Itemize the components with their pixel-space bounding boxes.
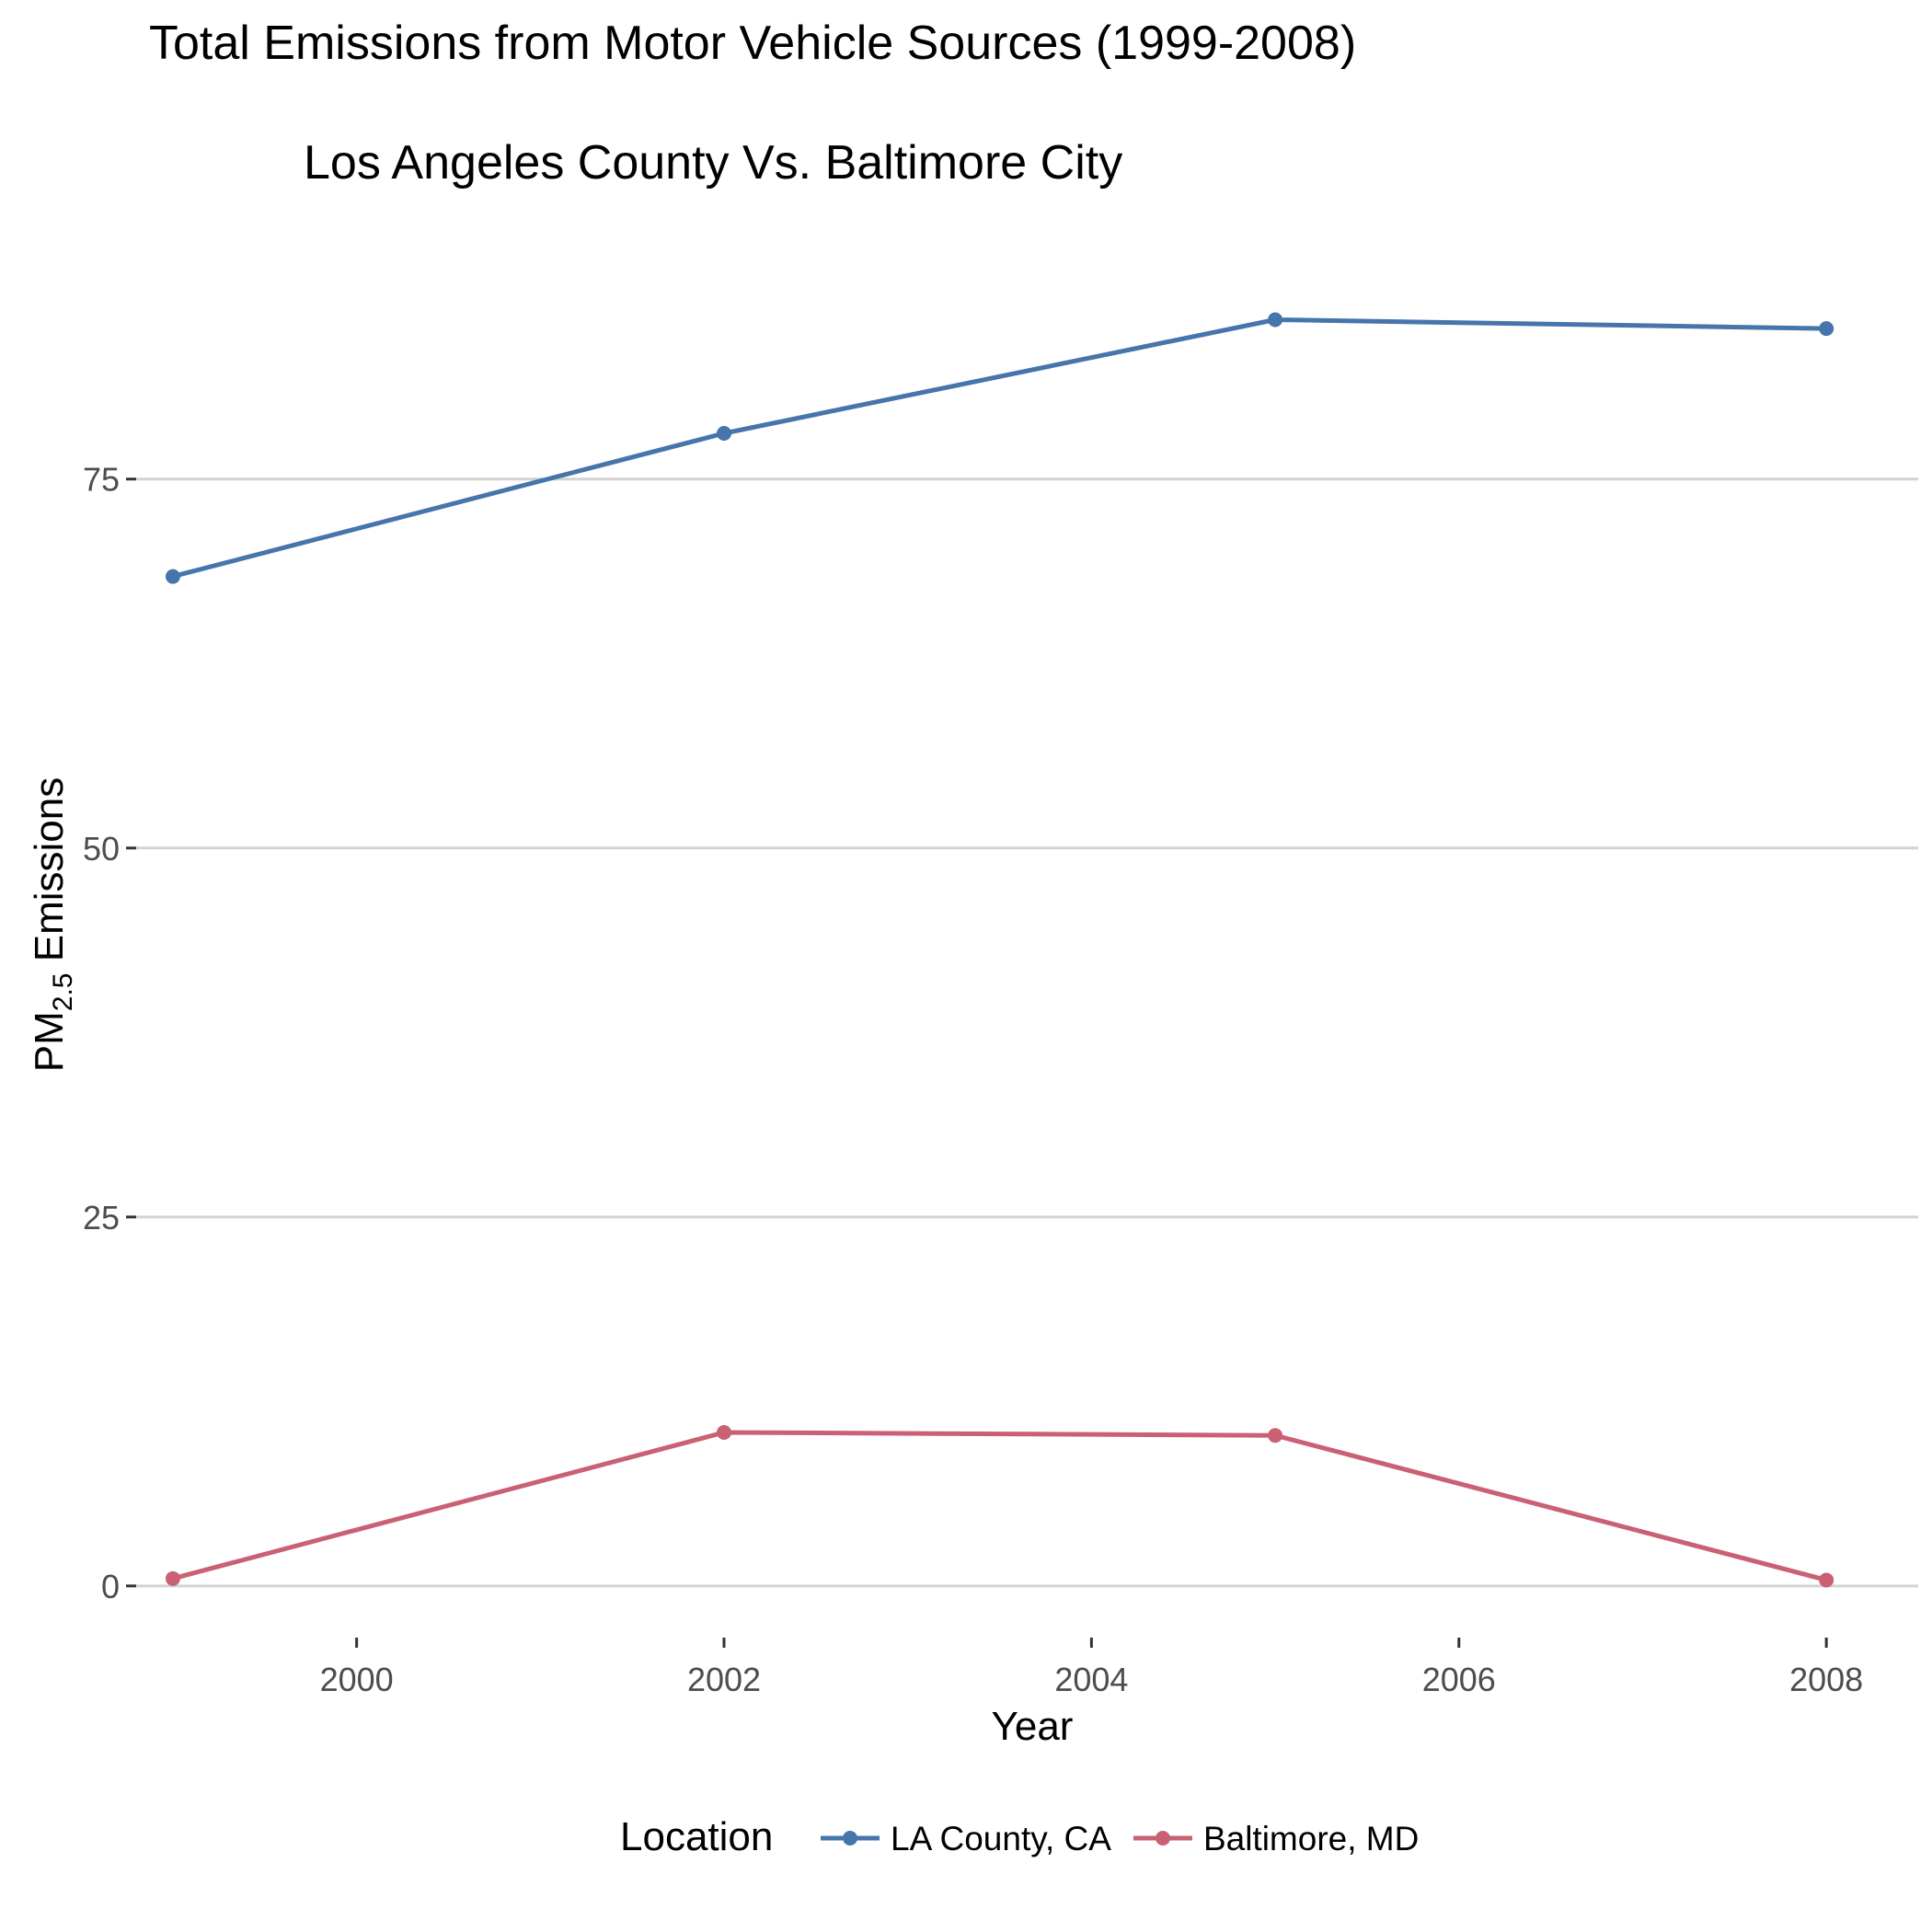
y-axis-title-main: PM bbox=[27, 1011, 72, 1072]
legend-key-point bbox=[843, 1831, 857, 1846]
x-tick-label: 2008 bbox=[1789, 1661, 1863, 1698]
data-point bbox=[1268, 1428, 1283, 1443]
data-point bbox=[1819, 321, 1834, 337]
series-lines bbox=[165, 312, 1834, 1588]
gridlines bbox=[136, 477, 1918, 1588]
legend: Location LA County, CA Baltimore, MD bbox=[620, 1814, 1419, 1859]
x-tick-label: 2002 bbox=[687, 1661, 761, 1698]
legend-item: Baltimore, MD bbox=[1133, 1820, 1419, 1857]
series-line bbox=[172, 317, 1827, 580]
chart-subtitle: Los Angeles County Vs. Baltimore City bbox=[304, 136, 1122, 190]
series-1 bbox=[165, 312, 1834, 584]
y-axis: 0 25 50 75 bbox=[83, 461, 136, 1605]
x-tick-label: 2000 bbox=[320, 1661, 394, 1698]
legend-label: Baltimore, MD bbox=[1203, 1820, 1419, 1857]
x-axis: 2000 2002 2004 2006 2008 bbox=[320, 1638, 1863, 1698]
y-tick-label: 50 bbox=[83, 830, 120, 868]
data-point bbox=[717, 426, 732, 441]
legend-item: LA County, CA bbox=[821, 1820, 1111, 1857]
data-point bbox=[165, 569, 180, 584]
y-axis-title-rest: Emissions bbox=[27, 777, 72, 973]
data-point bbox=[165, 1570, 180, 1586]
series-2 bbox=[165, 1425, 1834, 1588]
y-tick-label: 0 bbox=[101, 1568, 120, 1605]
data-point bbox=[1819, 1572, 1834, 1588]
y-tick-label: 25 bbox=[83, 1199, 120, 1236]
chart-title: Total Emissions from Motor Vehicle Sourc… bbox=[149, 17, 1356, 70]
data-point bbox=[1268, 312, 1283, 328]
legend-key-point bbox=[1155, 1831, 1170, 1846]
y-axis-title: PM2.5 Emissions bbox=[27, 777, 78, 1072]
y-tick-label: 75 bbox=[83, 461, 120, 499]
x-axis-title: Year bbox=[992, 1704, 1074, 1749]
series-line bbox=[172, 1430, 1827, 1582]
legend-label: LA County, CA bbox=[891, 1820, 1111, 1857]
legend-title: Location bbox=[620, 1814, 773, 1859]
y-axis-title-subscript: 2.5 bbox=[48, 973, 78, 1012]
data-point bbox=[717, 1425, 732, 1441]
x-tick-label: 2006 bbox=[1422, 1661, 1496, 1698]
x-tick-label: 2004 bbox=[1054, 1661, 1128, 1698]
